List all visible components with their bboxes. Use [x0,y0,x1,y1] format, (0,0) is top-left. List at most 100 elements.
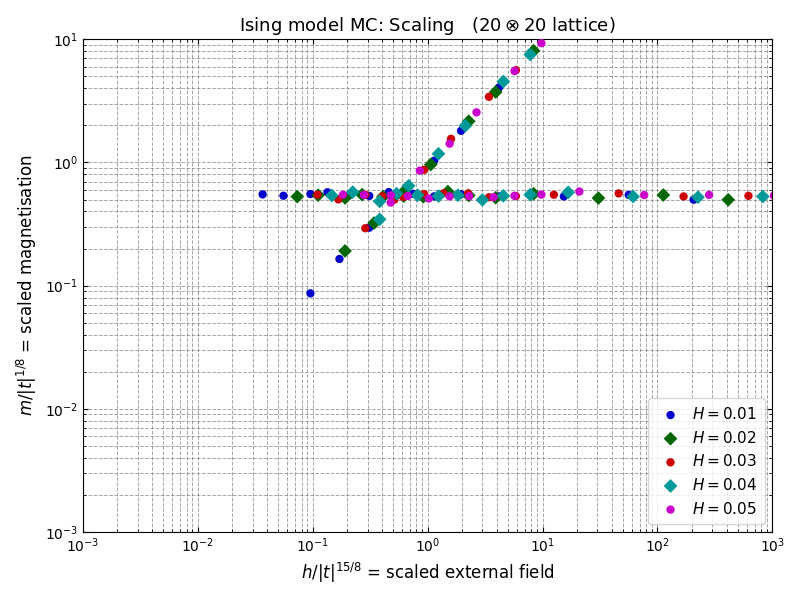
$H=0.01$ [622,190,635,200]
$H=0.05$ [702,190,715,200]
$H=0.03$ [359,223,372,233]
$H=0.04$ [411,190,424,200]
$H=0.04$ [374,214,386,224]
$H=0.03$ [547,190,560,200]
$H=0.03$ [510,191,522,201]
$H=0.02$ [291,192,304,202]
$H=0.01$ [333,254,346,264]
$H=0.04$ [459,121,472,131]
$H=0.02$ [312,190,325,200]
$H=0.05$ [508,191,521,200]
$H=0.05$ [508,66,521,76]
$H=0.02$ [377,192,390,202]
$H=0.02$ [338,193,351,203]
$H=0.03$ [388,195,401,205]
$H=0.05$ [573,0,586,2]
$H=0.01$ [454,126,467,136]
$H=0.01$ [321,187,334,197]
$H=0.01$ [454,190,467,199]
$H=0.03$ [462,188,474,198]
$H=0.03$ [397,192,410,202]
$H=0.01$ [428,156,441,166]
$H=0.05$ [462,191,475,201]
$H=0.04$ [432,149,445,158]
$H=0.04$ [476,195,489,205]
$H=0.02$ [722,195,734,205]
$H=0.04$ [524,190,537,199]
$H=0.05$ [535,190,548,199]
$H=0.02$ [417,192,430,202]
$H=0.04$ [402,181,415,191]
$H=0.05$ [422,194,435,203]
$H=0.03$ [482,92,495,101]
$H=0.05$ [402,191,414,201]
$H=0.04$ [562,188,574,197]
$H=0.02$ [462,191,475,200]
$H=0.01$ [256,190,269,199]
$H=0.03$ [311,190,324,199]
$H=0.02$ [462,116,475,126]
X-axis label: $h/|t|^{15/8}$ = scaled external field: $h/|t|^{15/8}$ = scaled external field [301,561,554,585]
$H=0.05$ [384,198,397,208]
$H=0.04$ [432,191,445,201]
$H=0.05$ [443,139,456,148]
$H=0.05$ [767,191,780,200]
$H=0.02$ [356,190,369,199]
$H=0.04$ [326,191,338,200]
$H=0.02$ [368,218,381,228]
$H=0.01$ [304,289,317,298]
$H=0.04$ [497,77,510,86]
$H=0.04$ [562,8,574,18]
$H=0.05$ [443,191,456,201]
$H=0.01$ [428,191,441,201]
$H=0.05$ [487,193,500,202]
$H=0.03$ [742,191,755,200]
$H=0.03$ [418,165,430,175]
$H=0.01$ [277,191,290,200]
$H=0.02$ [338,246,351,256]
$H=0.05$ [358,190,370,200]
$H=0.02$ [398,191,410,201]
$H=0.02$ [490,87,502,97]
$H=0.02$ [398,187,410,196]
$H=0.04$ [524,50,537,59]
$H=0.04$ [757,192,770,202]
$H=0.05$ [638,190,650,200]
$H=0.04$ [390,189,403,199]
$H=0.04$ [346,187,359,197]
$H=0.01$ [363,191,376,201]
$H=0.01$ [493,83,506,92]
$H=0.05$ [573,187,586,196]
$H=0.04$ [691,193,704,202]
$H=0.01$ [390,190,402,200]
$H=0.01$ [407,189,420,199]
$H=0.03$ [482,193,495,202]
$H=0.03$ [437,188,450,198]
$H=0.01$ [493,191,506,201]
$H=0.02$ [490,193,502,203]
$H=0.05$ [384,191,397,200]
$H=0.04$ [626,192,639,202]
$H=0.04$ [497,191,510,200]
$H=0.03$ [510,65,522,75]
$H=0.05$ [414,166,426,175]
$H=0.03$ [376,191,389,201]
$H=0.05$ [470,107,483,117]
$H=0.02$ [657,190,670,200]
$H=0.03$ [332,194,345,204]
$H=0.03$ [547,22,560,31]
$H=0.03$ [612,188,625,198]
$H=0.03$ [445,134,458,143]
$H=0.03$ [418,190,430,199]
$H=0.01$ [363,223,376,232]
$H=0.05$ [337,190,350,200]
$H=0.03$ [359,190,372,200]
Legend: $H=0.01$, $H=0.02$, $H=0.03$, $H=0.04$, $H=0.05$: $H=0.01$, $H=0.02$, $H=0.03$, $H=0.04$, … [648,398,765,524]
$H=0.02$ [527,46,540,56]
$H=0.05$ [535,38,548,48]
$H=0.04$ [374,197,386,206]
$H=0.02$ [442,187,454,196]
Title: Ising model MC: Scaling   ($20\otimes20$ lattice): Ising model MC: Scaling ($20\otimes20$ l… [239,15,616,37]
$H=0.01$ [558,16,570,26]
$H=0.01$ [342,191,354,201]
